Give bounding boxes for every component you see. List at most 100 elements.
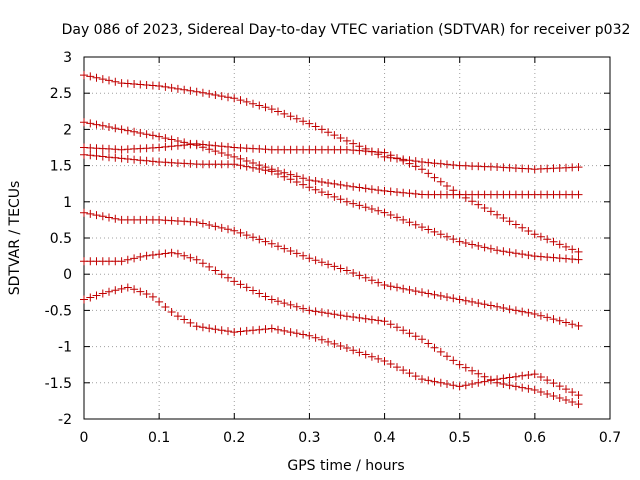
data-point: [286, 328, 295, 337]
data-point: [230, 328, 239, 337]
data-point: [518, 371, 527, 380]
data-point: [399, 188, 408, 197]
data-point: [86, 209, 95, 218]
data-point: [386, 282, 395, 291]
data-point: [424, 158, 433, 167]
data-point: [493, 246, 502, 255]
data-point: [518, 223, 527, 232]
data-point: [180, 141, 189, 150]
data-point: [286, 247, 295, 255]
data-point: [98, 121, 107, 130]
data-point: [242, 326, 251, 335]
data-point: [311, 333, 320, 342]
data-point: [349, 199, 358, 208]
series-sat-d: [80, 150, 583, 264]
data-point: [80, 295, 88, 304]
data-point: [205, 89, 214, 98]
data-point: [280, 244, 289, 253]
data-point: [305, 331, 314, 340]
data-point: [311, 256, 320, 265]
data-point: [499, 247, 508, 256]
data-point: [386, 187, 395, 196]
data-point: [393, 363, 401, 372]
data-point: [192, 139, 201, 148]
data-point: [543, 376, 552, 385]
data-point: [380, 281, 389, 289]
data-point: [480, 204, 489, 212]
data-point: [230, 160, 239, 169]
data-point: [305, 176, 314, 185]
data-point: [449, 235, 458, 244]
data-point: [355, 183, 364, 192]
data-point: [205, 141, 214, 150]
x-tick-label: 0.4: [373, 430, 395, 446]
data-point: [236, 161, 245, 170]
data-point: [443, 160, 451, 169]
data-point: [424, 339, 433, 348]
data-point: [286, 175, 295, 184]
data-point: [161, 82, 170, 91]
data-point: [530, 386, 539, 394]
data-point: [242, 231, 251, 240]
data-point: [148, 292, 157, 301]
series-sat-c: [80, 139, 583, 256]
data-point: [267, 239, 276, 248]
data-point: [380, 148, 389, 157]
data-point: [430, 227, 439, 236]
data-point: [242, 162, 251, 171]
data-point: [261, 237, 270, 246]
data-point: [518, 250, 527, 259]
data-point: [430, 159, 439, 168]
data-point: [230, 277, 239, 286]
data-point: [261, 103, 270, 112]
data-point: [80, 208, 88, 217]
y-tick-label: 2: [63, 122, 72, 138]
data-point: [142, 130, 151, 139]
data-point: [443, 232, 451, 241]
data-point: [468, 240, 477, 249]
data-point: [424, 225, 433, 234]
data-point: [511, 249, 520, 258]
data-point: [274, 242, 282, 251]
data-point: [324, 179, 333, 187]
data-point: [324, 128, 333, 137]
data-point: [98, 289, 107, 298]
data-point: [349, 269, 358, 277]
series-sat-e: [80, 208, 583, 330]
data-point: [374, 186, 383, 195]
data-point: [361, 184, 370, 193]
data-point: [436, 177, 445, 186]
data-point: [236, 280, 245, 289]
data-point: [549, 392, 558, 400]
data-point: [555, 316, 564, 325]
data-point: [474, 299, 483, 308]
data-point: [330, 179, 339, 188]
data-point: [405, 369, 414, 378]
data-point: [361, 203, 370, 212]
data-point: [436, 230, 445, 239]
data-point: [418, 223, 426, 232]
data-point: [455, 237, 464, 246]
tick-labels: 0 0.1 0.2 0.3 0.4 0.5 0.6 0.7 -2 -1.5 -1 -0.5 0 0.5 1 1…: [45, 50, 621, 446]
data-point: [562, 385, 570, 394]
data-point: [198, 88, 207, 97]
data-point: [142, 251, 151, 260]
data-point: [536, 373, 545, 381]
data-point: [342, 197, 351, 206]
data-point: [167, 135, 176, 144]
data-point: [574, 247, 583, 256]
data-point: [393, 154, 401, 163]
data-point: [136, 129, 145, 137]
data-point: [499, 214, 508, 222]
data-point: [224, 142, 232, 151]
data-point: [230, 226, 239, 235]
data-point: [511, 220, 520, 229]
data-point: [161, 134, 170, 143]
data-point: [261, 325, 270, 334]
data-point: [155, 82, 164, 90]
data-point: [117, 125, 126, 134]
data-point: [436, 291, 445, 300]
data-point: [173, 141, 182, 150]
data-point: [449, 294, 458, 303]
series-sat-f: [80, 248, 583, 409]
